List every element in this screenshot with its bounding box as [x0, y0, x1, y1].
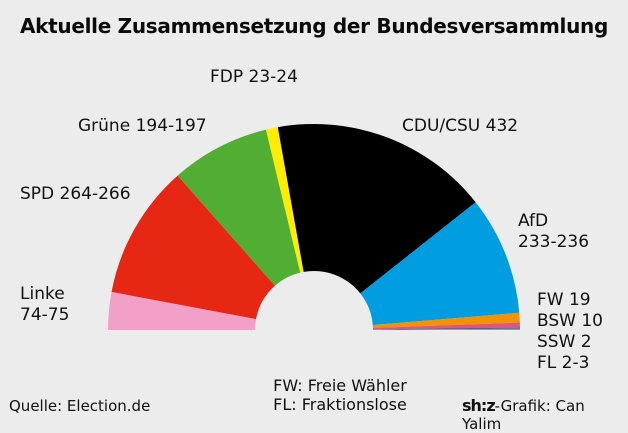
chart-title: Aktuelle Zusammensetzung der Bundesversa… [19, 14, 609, 38]
slice-ssw [372, 327, 520, 330]
slice-bsw [372, 322, 520, 330]
legend-note-fw: FW: Freie Wähler [273, 376, 407, 395]
credit: sh:z-Grafik: Can Yalim [462, 396, 628, 433]
abbreviation-legend: FW: Freie Wähler FL: Fraktionslose [240, 376, 440, 414]
label-spd: SPD 264-266 [20, 184, 131, 204]
slice-linke [108, 291, 257, 330]
slice-fl [372, 328, 520, 330]
label-linke: Linke 74-75 [20, 284, 69, 325]
shz-logo: sh:z [462, 396, 496, 415]
label-ssw: SSW 2 [537, 332, 592, 352]
slices [108, 123, 520, 330]
label-bsw: BSW 10 [537, 311, 603, 331]
slice-gr-ne [177, 129, 301, 286]
label-fdp: FDP 23-24 [210, 67, 298, 87]
slice-fdp [265, 127, 304, 273]
label-afd: AfD 233-236 [518, 211, 589, 252]
label-fw: FW 19 [537, 290, 591, 310]
source-note: Quelle: Election.de [9, 397, 151, 415]
slice-cdu-csu [277, 123, 476, 294]
legend-note-fl: FL: Fraktionslose [273, 395, 407, 414]
slice-fw [372, 312, 520, 328]
labels: Linke 74-75 SPD 264-266 Grüne 194-197 FDP 23… [20, 67, 603, 373]
label-gr-ne: Grüne 194-197 [78, 116, 207, 136]
label-fl: FL 2-3 [537, 353, 589, 373]
slice-afd [360, 202, 520, 326]
label-cdu-csu: CDU/CSU 432 [402, 116, 518, 136]
slice-spd [111, 175, 275, 320]
